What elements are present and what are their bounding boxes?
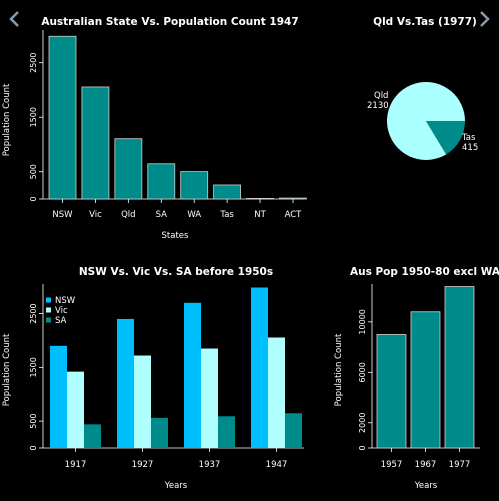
- chart1-bar: [81, 86, 110, 200]
- chart1-x-tick-label: WA: [187, 210, 201, 220]
- chart3-bar-nsw: [184, 302, 201, 448]
- chart3-bar-sa: [151, 417, 168, 448]
- chart4-x-tick-label: 1957: [381, 460, 403, 470]
- chart3-bar-vic: [67, 371, 84, 448]
- chart3-legend-label: SA: [55, 316, 67, 326]
- chart3-bar-nsw: [251, 287, 268, 448]
- chart1-y-tick-label: 2500: [29, 53, 38, 73]
- chart4-bar: [376, 334, 407, 449]
- chart3-legend-swatch: [46, 317, 51, 323]
- chart3-bar-nsw: [117, 318, 134, 448]
- chart3-legend-label: NSW: [55, 296, 76, 306]
- chart1-y-tick-label: 500: [29, 164, 38, 179]
- chart1-bar: [48, 35, 77, 200]
- pie-slice-tas: [426, 121, 465, 155]
- next-chart-button[interactable]: [480, 11, 490, 27]
- chart4-y-tick-label: 2000: [358, 413, 367, 433]
- chart4-x-tick-label: 1977: [449, 460, 471, 470]
- chart4-title: Aus Pop 1950-80 excl WA: [350, 266, 499, 278]
- chart1-y-tick-label: 1500: [29, 107, 38, 127]
- chart3-x-tick-label: 1917: [65, 460, 87, 470]
- chart3-xlabel: Years: [164, 481, 188, 491]
- chart3-x-tick-label: 1937: [199, 460, 221, 470]
- chart3-y-tick-label: 2500: [29, 303, 38, 323]
- chart1-bar: [147, 163, 176, 200]
- prev-chart-button[interactable]: [9, 11, 19, 27]
- pie-value-qld: 2130: [367, 101, 389, 111]
- chart3-bar-vic: [134, 355, 151, 448]
- chart3-bar-vic: [201, 348, 218, 448]
- chart3-bar-sa: [218, 416, 235, 448]
- chart1-ylabel: Population Count: [2, 83, 12, 156]
- chart3-legend-label: Vic: [55, 306, 68, 316]
- chart1-x-tick-label: ACT: [285, 210, 303, 220]
- chevron-left-icon: [9, 11, 19, 27]
- chart3-legend-swatch: [46, 307, 51, 313]
- chart3-legend-swatch: [46, 297, 51, 303]
- chart3-ylabel: Population Count: [2, 333, 12, 406]
- chart3-x-tick-label: 1927: [132, 460, 154, 470]
- chart4-y-tick-label: 0: [358, 445, 367, 450]
- chart4-bar: [410, 311, 441, 449]
- chart4-y-tick-label: 6000: [358, 362, 367, 382]
- chart1-x-tick-label: NT: [254, 210, 266, 220]
- chart4-ylabel: Population Count: [334, 333, 344, 406]
- chart1-bar: [246, 198, 274, 200]
- chart1-x-tick-label: Tas: [219, 210, 234, 220]
- chart3-bar-nsw: [50, 345, 67, 448]
- chart1-x-tick-label: Vic: [89, 210, 102, 220]
- pie-label-tas: Tas: [461, 133, 476, 143]
- pie-value-tas: 415: [462, 143, 478, 153]
- chevron-right-icon: [480, 11, 490, 27]
- chart3-bar-vic: [268, 337, 285, 448]
- chart1-bar: [114, 138, 143, 200]
- chart3-bar-sa: [84, 424, 101, 448]
- chart4-xlabel: Years: [414, 481, 438, 491]
- chart1-x-tick-label: SA: [156, 210, 168, 220]
- chart2-title: Qld Vs.Tas (1977): [373, 16, 477, 28]
- pie-slice-qld: [386, 82, 465, 161]
- chart1-bar: [180, 171, 209, 200]
- chart3-y-tick-label: 500: [29, 413, 38, 428]
- chart3-x-tick-label: 1947: [266, 460, 288, 470]
- chart3-y-tick-label: 0: [29, 445, 38, 450]
- chart1-y-tick-label: 0: [29, 196, 38, 201]
- chart1-bar: [213, 184, 242, 200]
- chart4-y-tick-label: 10000: [358, 309, 367, 334]
- chart1-xlabel: States: [162, 231, 189, 241]
- chart1-x-tick-label: NSW: [52, 210, 73, 220]
- chart4-x-tick-label: 1967: [415, 460, 437, 470]
- chart3-title: NSW Vs. Vic Vs. SA before 1950s: [79, 266, 273, 278]
- chart3-y-tick-label: 1500: [29, 357, 38, 377]
- pie-label-qld: Qld: [374, 91, 388, 101]
- chart1-title: Australian State Vs. Population Count 19…: [41, 16, 298, 28]
- chart3-bar-sa: [285, 413, 302, 448]
- chart4-bar: [444, 286, 475, 449]
- chart1-bar: [279, 197, 307, 200]
- chart1-x-tick-label: Qld: [121, 210, 135, 220]
